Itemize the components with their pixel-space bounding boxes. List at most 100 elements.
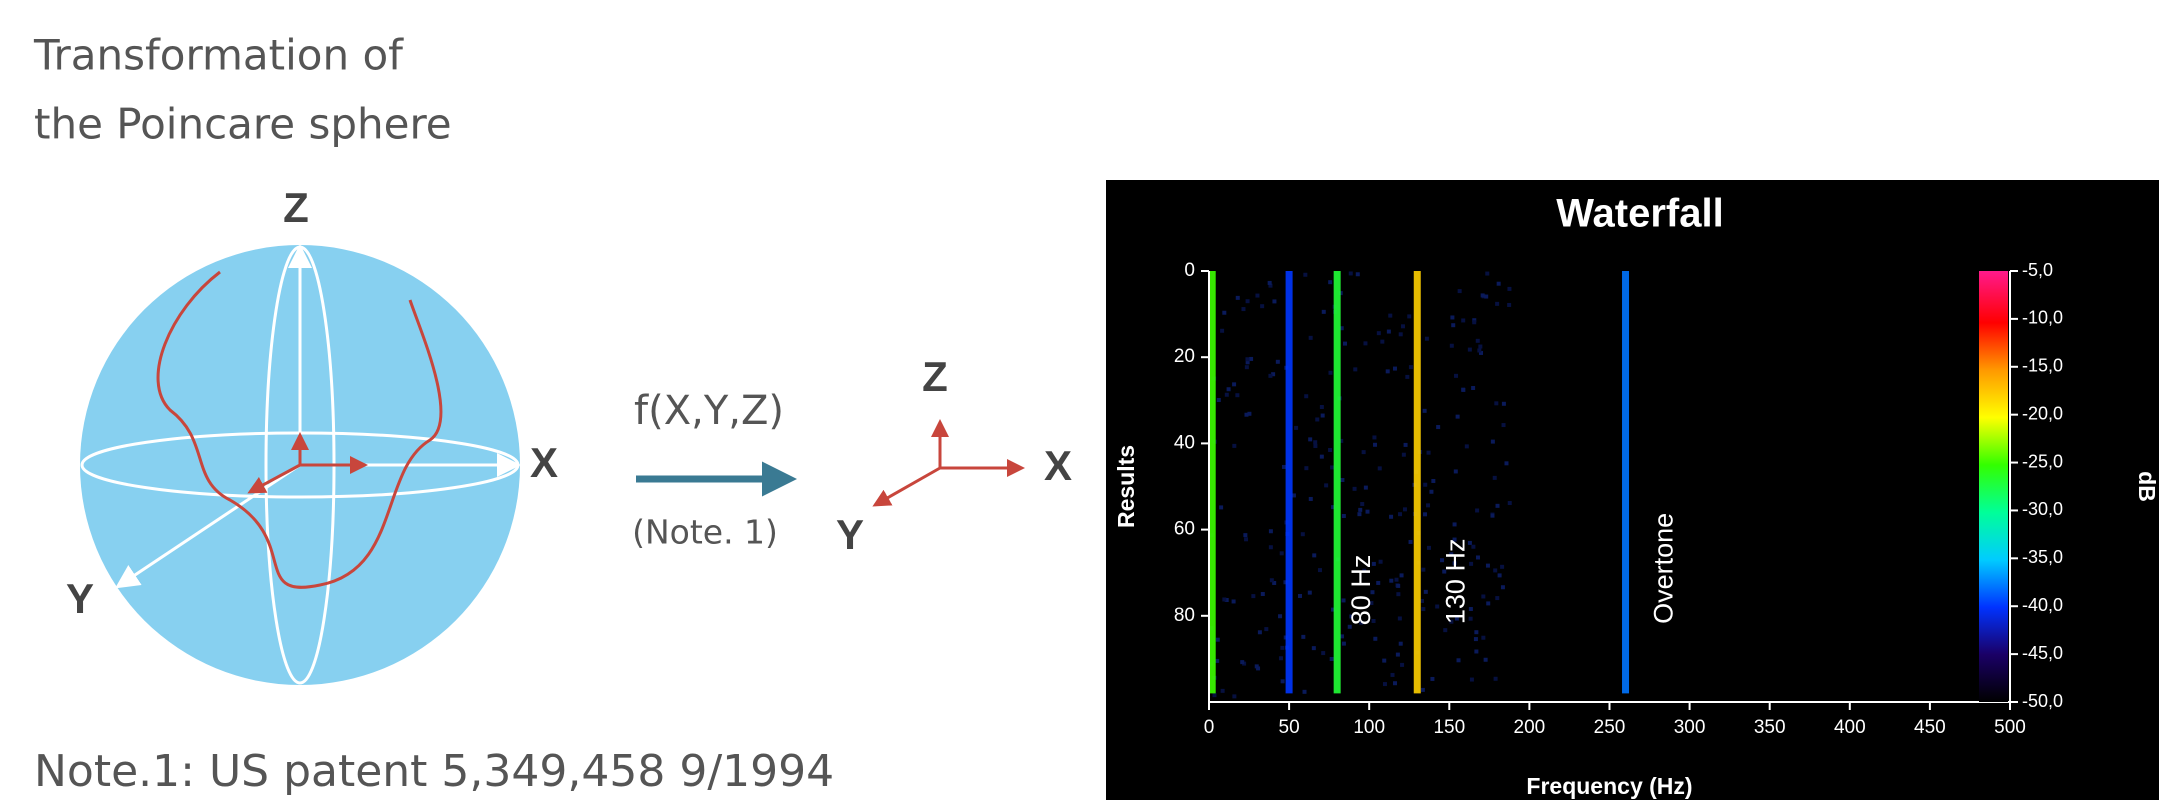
noise bbox=[1216, 398, 1221, 403]
band bbox=[1622, 271, 1630, 694]
colorbar bbox=[1979, 271, 2008, 702]
noise bbox=[1311, 646, 1316, 651]
noise bbox=[1224, 598, 1229, 603]
noise bbox=[1457, 289, 1462, 294]
noise bbox=[1339, 438, 1344, 443]
noise bbox=[1453, 469, 1458, 474]
noise bbox=[1340, 477, 1345, 482]
y-tick-label: 80 bbox=[1174, 605, 1195, 626]
noise bbox=[1392, 366, 1397, 371]
noise bbox=[1507, 286, 1512, 291]
noise bbox=[1467, 540, 1472, 545]
noise bbox=[1264, 627, 1269, 632]
noise bbox=[1393, 681, 1398, 686]
noise bbox=[1496, 281, 1501, 286]
chart-title: Waterfall bbox=[1556, 192, 1723, 236]
noise bbox=[1423, 482, 1428, 487]
noise bbox=[1426, 503, 1431, 508]
noise bbox=[1304, 466, 1309, 471]
noise bbox=[1278, 656, 1283, 661]
noise bbox=[1390, 672, 1395, 677]
noise bbox=[1474, 649, 1479, 654]
noise bbox=[1388, 313, 1393, 318]
noise bbox=[1426, 450, 1431, 455]
colorbar-tick-label: -15,0 bbox=[2022, 356, 2063, 376]
noise bbox=[1500, 585, 1505, 590]
noise bbox=[1260, 592, 1265, 597]
noise bbox=[1319, 405, 1324, 410]
noise bbox=[1401, 452, 1406, 457]
noise bbox=[1231, 599, 1236, 604]
noise bbox=[1421, 567, 1426, 572]
noise bbox=[1405, 374, 1410, 379]
noise bbox=[1430, 676, 1435, 681]
axis-label: X bbox=[530, 439, 558, 486]
noise bbox=[1468, 616, 1473, 621]
noise bbox=[1268, 529, 1273, 534]
noise bbox=[1471, 544, 1476, 549]
noise bbox=[1315, 417, 1320, 422]
noise bbox=[1338, 291, 1343, 296]
noise bbox=[1235, 393, 1240, 398]
noise bbox=[1222, 597, 1227, 602]
noise bbox=[1449, 552, 1454, 557]
noise bbox=[1267, 280, 1272, 285]
noise bbox=[1389, 514, 1394, 519]
noise bbox=[1394, 577, 1399, 582]
noise bbox=[1485, 563, 1490, 568]
noise bbox=[1397, 616, 1402, 621]
noise bbox=[1504, 461, 1509, 466]
noise bbox=[1422, 408, 1427, 413]
noise bbox=[1244, 412, 1249, 417]
noise bbox=[1300, 532, 1305, 537]
noise bbox=[1402, 507, 1407, 512]
noise bbox=[1479, 350, 1484, 355]
noise bbox=[1232, 443, 1237, 448]
noise bbox=[1272, 580, 1277, 585]
noise bbox=[1376, 331, 1381, 336]
title-line: the Poincare sphere bbox=[34, 100, 452, 149]
noise bbox=[1435, 604, 1440, 609]
noise bbox=[1349, 614, 1354, 619]
noise bbox=[1426, 545, 1431, 550]
noise bbox=[1215, 637, 1220, 642]
noise bbox=[1501, 401, 1506, 406]
noise bbox=[1307, 590, 1312, 595]
noise bbox=[1224, 392, 1229, 397]
noise bbox=[1244, 365, 1249, 370]
band bbox=[1285, 271, 1293, 694]
noise bbox=[1249, 356, 1254, 361]
annotation: Overtone bbox=[1649, 513, 1679, 624]
noise bbox=[1370, 590, 1375, 595]
noise bbox=[1403, 442, 1408, 447]
colorbar-tick-label: -35,0 bbox=[2022, 547, 2063, 567]
noise bbox=[1226, 387, 1231, 392]
y-tick-label: 0 bbox=[1184, 260, 1195, 281]
noise bbox=[1321, 651, 1326, 656]
noise bbox=[1373, 636, 1378, 641]
noise bbox=[1398, 512, 1403, 517]
noise bbox=[1281, 464, 1286, 469]
noise bbox=[1490, 513, 1495, 518]
noise bbox=[1215, 658, 1220, 663]
y-tick-label: 60 bbox=[1174, 519, 1195, 540]
noise bbox=[1495, 301, 1500, 306]
noise bbox=[1268, 283, 1273, 288]
axis-label: Z bbox=[922, 353, 948, 400]
noise bbox=[1329, 656, 1334, 661]
x-tick-label: 450 bbox=[1914, 717, 1946, 738]
noise bbox=[1408, 365, 1413, 370]
noise bbox=[1220, 328, 1225, 333]
noise bbox=[1320, 413, 1325, 418]
x-tick-label: 300 bbox=[1674, 717, 1706, 738]
noise bbox=[1371, 618, 1376, 623]
noise bbox=[1452, 561, 1457, 566]
noise bbox=[1449, 619, 1454, 624]
noise bbox=[1398, 641, 1403, 646]
function-label: f(X,Y,Z) bbox=[634, 388, 784, 434]
noise bbox=[1477, 348, 1482, 353]
inner-y bbox=[247, 463, 301, 494]
noise bbox=[1400, 324, 1405, 329]
noise bbox=[1493, 676, 1498, 681]
noise bbox=[1269, 578, 1274, 583]
